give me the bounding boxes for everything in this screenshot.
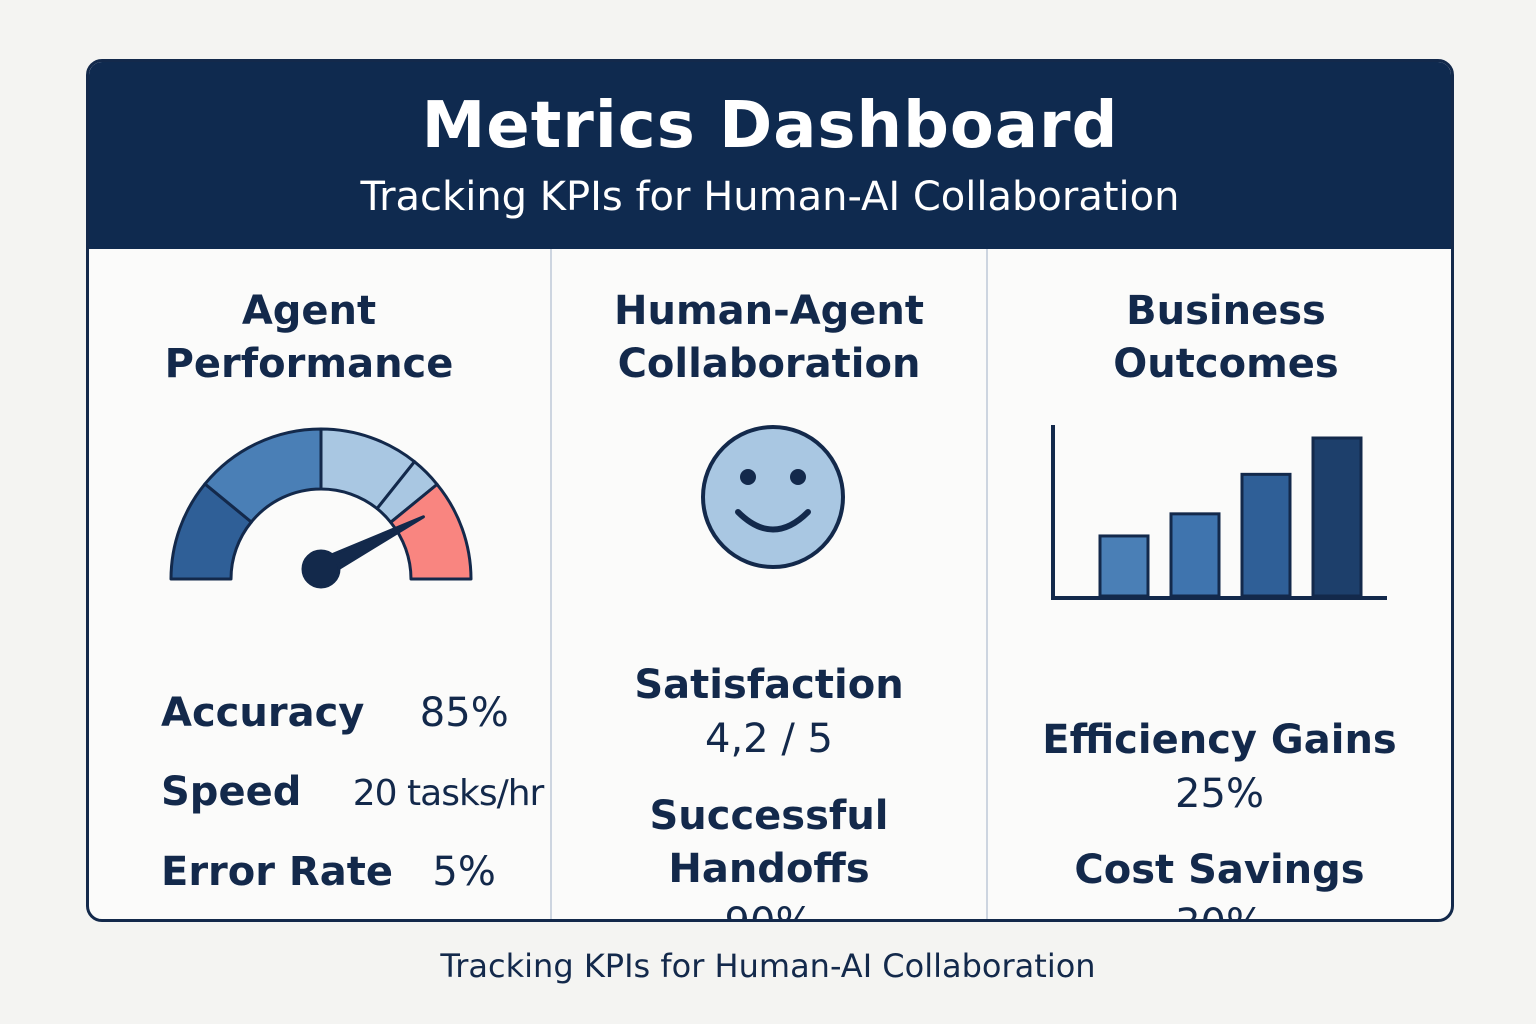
panel-title: Human-Agent Collaboration (552, 285, 986, 391)
gauge-icon (169, 427, 473, 589)
efficiency-value: 25% (1175, 771, 1264, 817)
footer-caption: Tracking KPIs for Human-AI Collaboration (440, 947, 1096, 985)
collaboration-panel: Human-Agent Collaboration Satisfaction 4… (552, 249, 986, 919)
panel-title-line: Human-Agent (613, 288, 925, 334)
panel-title-line: Performance (164, 341, 454, 387)
metric-label: Error Rate (161, 849, 393, 895)
cost-savings-value: 30% (988, 898, 1451, 919)
bar-icon-bar (1311, 436, 1363, 598)
handoffs-label-line: Handoffs (668, 846, 870, 892)
handoffs-label-line: Successful (649, 793, 889, 839)
dashboard-card: Metrics Dashboard Tracking KPIs for Huma… (86, 59, 1454, 922)
panel-title-line: Agent (241, 288, 377, 334)
panel-title-line: Business (1126, 288, 1326, 334)
bar-icon-bar (1240, 472, 1292, 598)
panel-title: Business Outcomes (988, 285, 1451, 391)
satisfaction-value: 4,2 / 5 (705, 716, 833, 762)
metric-value: 20 tasks/hr (352, 773, 545, 814)
speed-metric: Speed 20 tasks/hr (161, 768, 545, 818)
error-rate-metric: Error Rate 5% (161, 848, 496, 896)
column-divider (986, 249, 988, 919)
page-subtitle: Tracking KPIs for Human-AI Collaboration (360, 174, 1180, 220)
dashboard-header: Metrics Dashboard Tracking KPIs for Huma… (89, 62, 1451, 249)
business-outcomes-panel: Business Outcomes Efficiency Gains 25% C… (988, 249, 1451, 919)
cost-savings-label: Cost Savings (1074, 847, 1365, 893)
page-title: Metrics Dashboard (421, 89, 1119, 163)
handoffs-label: Successful Handoffs (552, 790, 986, 896)
metric-value: 5% (432, 849, 496, 895)
panel-title-line: Outcomes (1113, 341, 1339, 387)
bar-icon-bar (1169, 512, 1221, 598)
satisfaction-label: Satisfaction (634, 662, 904, 708)
accuracy-metric: Accuracy 85% (161, 689, 509, 737)
bar-icon-bar (1098, 534, 1150, 598)
panel-title: Agent Performance (89, 285, 529, 391)
metric-value: 85% (419, 690, 509, 736)
smiley-face-icon (701, 425, 845, 569)
column-divider (550, 249, 552, 919)
bar-chart-icon (1051, 425, 1387, 600)
metric-label: Accuracy (161, 690, 365, 736)
agent-performance-panel: Agent Performance Accuracy 85% Speed (89, 249, 550, 919)
metric-label: Speed (161, 769, 302, 815)
panel-title-line: Collaboration (617, 341, 921, 387)
efficiency-label: Efficiency Gains (1042, 717, 1397, 763)
handoffs-value: 90% (552, 897, 986, 919)
